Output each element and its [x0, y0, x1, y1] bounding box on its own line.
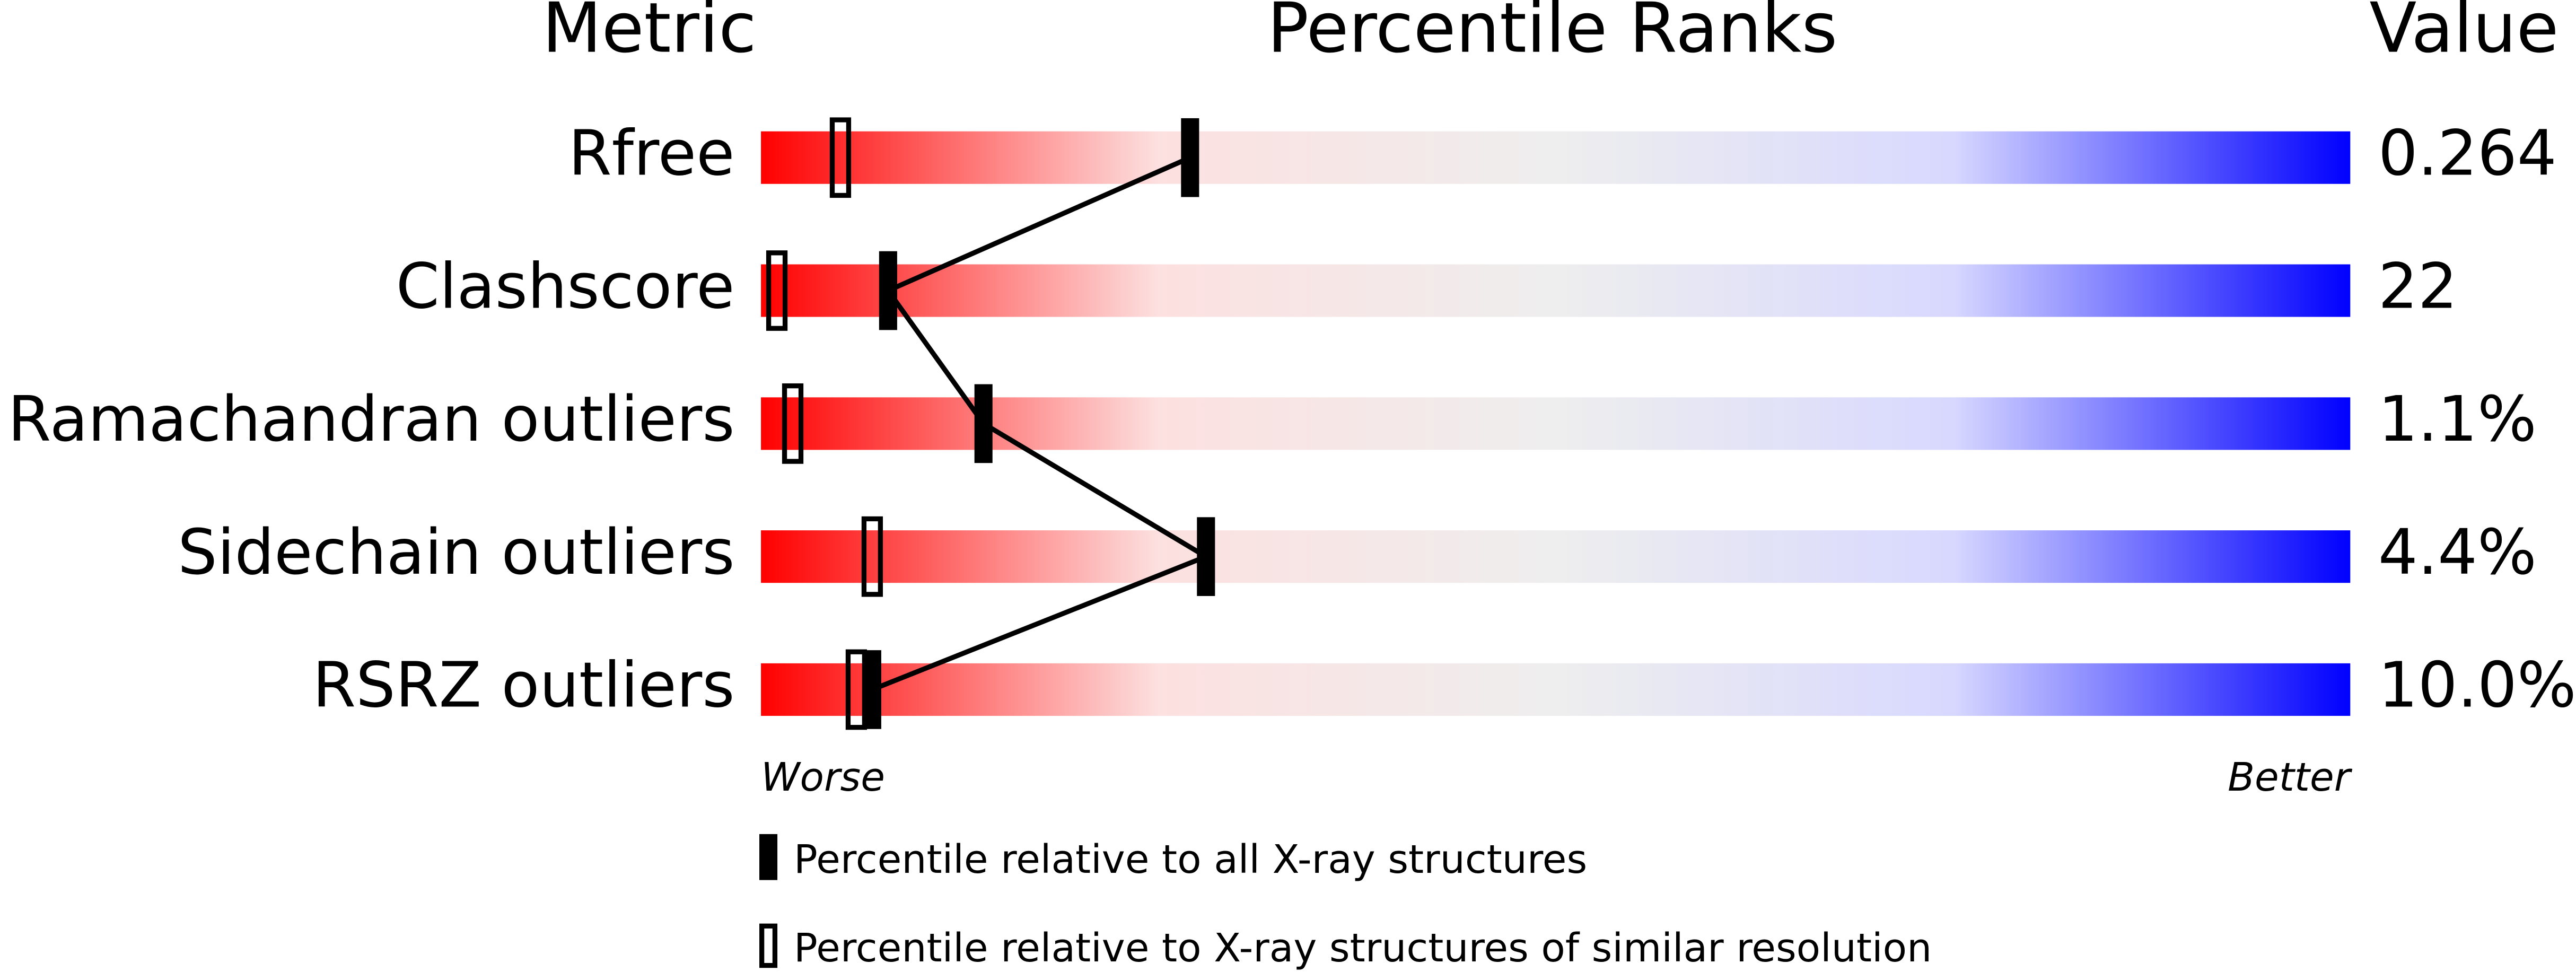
- metric-label: RSRZ outliers: [312, 649, 734, 722]
- percentile-marker: [1181, 118, 1199, 197]
- metric-label: Rfree: [568, 117, 735, 189]
- percentile-bar: [761, 397, 2351, 450]
- header-value: Value: [2369, 0, 2559, 68]
- legend-label: Percentile relative to all X-ray structu…: [794, 836, 1587, 882]
- legend-label: Percentile relative to X-ray structures …: [794, 925, 1932, 971]
- percentile-marker-open: [861, 516, 883, 597]
- x-label-high: Better: [2228, 754, 2353, 800]
- percentile-marker: [974, 384, 993, 463]
- metric-label: Ramachandran outliers: [8, 383, 735, 456]
- percentile-marker: [1197, 517, 1215, 596]
- x-label-low: Worse: [761, 754, 885, 800]
- percentile-bar: [761, 663, 2351, 716]
- header-percentile: Percentile Ranks: [1267, 0, 1837, 68]
- metric-label: Clashscore: [396, 250, 735, 322]
- percentile-marker-open: [782, 383, 804, 464]
- metric-value: 0.264: [2378, 117, 2557, 189]
- metric-value: 22: [2378, 250, 2458, 322]
- legend-swatch: [759, 923, 778, 968]
- header-metric: Metric: [542, 0, 756, 68]
- percentile-bar: [761, 264, 2351, 317]
- metric-value: 10.0%: [2378, 649, 2576, 722]
- metric-label: Sidechain outliers: [178, 516, 734, 589]
- legend-swatch: [759, 834, 778, 880]
- percentile-marker: [879, 251, 897, 330]
- metric-value: 1.1%: [2378, 383, 2537, 456]
- percentile-bar: [761, 131, 2351, 184]
- percentile-marker-open: [845, 649, 868, 730]
- percentile-marker-open: [829, 117, 852, 198]
- metric-value: 4.4%: [2378, 516, 2537, 589]
- percentile-marker-open: [766, 250, 788, 331]
- percentile-bar: [761, 530, 2351, 583]
